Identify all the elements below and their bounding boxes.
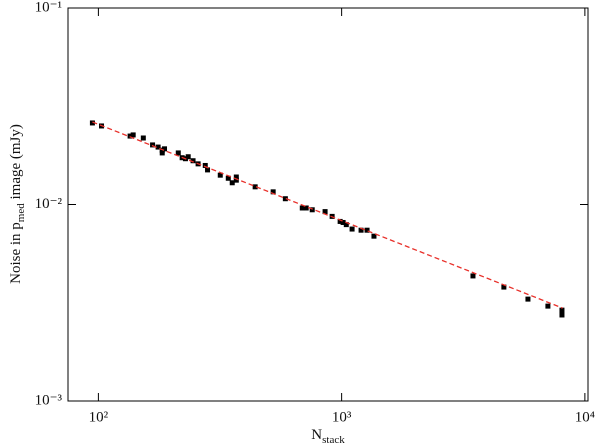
data-point [303,205,309,211]
data-point [89,120,95,126]
data-point [140,135,146,141]
data-point [525,296,531,302]
data-point [233,177,239,183]
data-point [299,205,305,211]
data-point [349,226,355,232]
data-point [559,307,565,313]
data-point [545,303,551,309]
data-point [371,233,377,239]
y-label-main: Noise in p [8,222,24,284]
y-axis-label: Noise in pmed image (mJy) [8,124,26,284]
data-point [282,196,288,202]
data-point [162,146,168,152]
data-point [501,284,507,290]
y-label-sub: med [15,203,27,222]
data-point [205,167,211,173]
data-point [309,207,315,213]
data-point [185,154,191,160]
data-point [202,162,208,168]
data-point [270,189,276,195]
data-point [225,175,231,181]
y-tick-label: 10⁻¹ [35,0,62,15]
data-point [159,150,165,156]
data-point [130,132,136,138]
data-point [252,184,258,190]
data-point [322,209,328,215]
data-point [343,222,349,228]
y-tick-label: 10⁻³ [35,392,63,408]
data-point [229,180,235,186]
x-tick-label: 10² [89,409,109,425]
data-point [155,144,161,150]
x-axis-label: Nstack [311,427,345,445]
data-point [127,133,133,139]
data-point [364,227,370,233]
y-label-rest: image (mJy) [8,124,24,203]
data-point [233,174,239,180]
data-point [358,227,364,233]
x-tick-label: 10⁴ [575,409,595,425]
x-tick-label: 10³ [332,409,352,425]
data-point [190,158,196,164]
data-point [217,172,223,178]
y-tick-label: 10⁻² [35,196,63,212]
data-point [150,142,156,148]
data-point [337,218,343,224]
data-point [470,273,476,279]
data-point [340,219,346,225]
x-label-main: N [311,427,322,443]
plot-frame [67,7,589,402]
data-point [559,312,565,318]
x-label-sub: stack [322,434,345,446]
data-point [175,150,181,156]
fit-line [92,121,563,309]
